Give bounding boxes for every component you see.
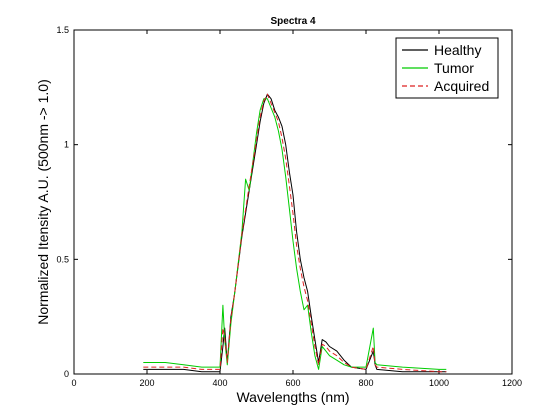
legend: Healthy Tumor Acquired (395, 37, 499, 99)
series-line-healthy (143, 93, 447, 373)
x-tick-label: 800 (358, 378, 373, 388)
y-axis-ticks: 0 0.5 1 1.5 (56, 25, 512, 379)
legend-label-acquired: Acquired (434, 78, 489, 94)
x-tick-label: 1200 (502, 378, 522, 388)
x-tick-label: 600 (285, 378, 300, 388)
series-layer (143, 93, 447, 373)
y-tick-label: 1.5 (56, 25, 69, 35)
x-axis-ticks: 0 200 400 600 800 1000 1200 (71, 30, 522, 388)
x-axis-title: Wavelengths (nm) (236, 389, 349, 405)
y-axis-title: Normalized Itensity A.U. (500nm -> 1.0) (35, 79, 51, 325)
x-tick-label: 400 (212, 378, 227, 388)
y-tick-label: 1 (64, 140, 69, 150)
legend-label-healthy: Healthy (434, 42, 481, 58)
y-tick-label: 0 (64, 369, 69, 379)
series-line-tumor (143, 98, 447, 370)
legend-label-tumor: Tumor (434, 60, 474, 76)
x-tick-label: 0 (71, 378, 76, 388)
x-tick-label: 200 (139, 378, 154, 388)
chart-title: Spectra 4 (270, 16, 315, 27)
x-tick-label: 1000 (429, 378, 449, 388)
series-line-acquired (143, 93, 447, 373)
y-tick-label: 0.5 (56, 254, 69, 264)
